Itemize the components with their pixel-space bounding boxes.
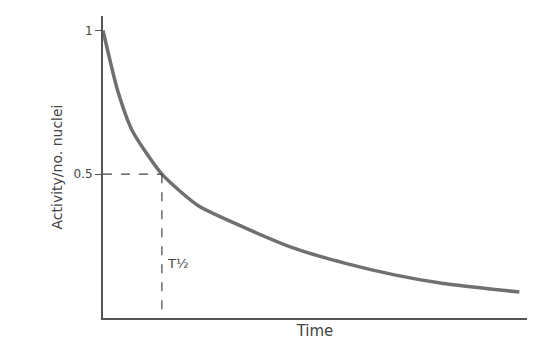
svg-text:T½: T½: [167, 256, 189, 271]
svg-text:0.5: 0.5: [74, 167, 93, 181]
svg-text:1: 1: [85, 24, 93, 38]
svg-text:Activity/no. nuclei: Activity/no. nuclei: [49, 104, 65, 229]
svg-text:Time: Time: [296, 322, 334, 340]
